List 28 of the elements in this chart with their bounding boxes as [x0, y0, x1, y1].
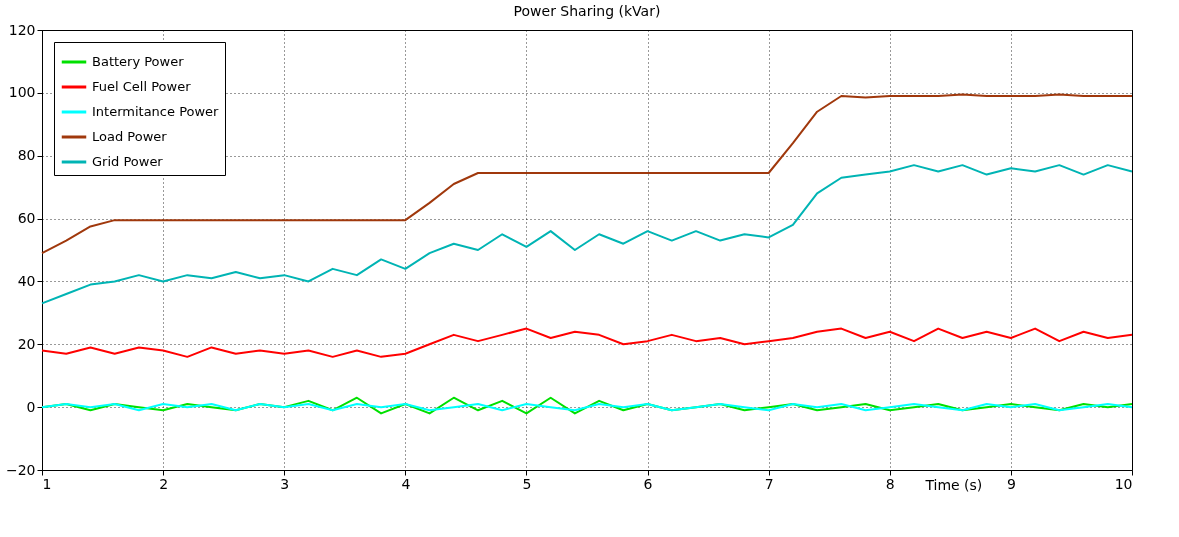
x-axis-title: Time (s)	[924, 476, 983, 493]
legend-label: Grid Power	[92, 154, 164, 169]
y-tick-label: 0	[26, 398, 36, 415]
x-tick-label: 3	[280, 475, 290, 492]
y-tick-label: 40	[17, 272, 36, 289]
y-tick-label: 60	[17, 210, 36, 227]
x-tick-label: 5	[522, 475, 532, 492]
legend-label: Intermitance Power	[92, 104, 220, 119]
legend-label: Battery Power	[92, 54, 185, 69]
legend-label: Fuel Cell Power	[92, 79, 192, 94]
y-tick-label: 120	[8, 21, 36, 38]
x-tick-label: 7	[764, 475, 774, 492]
legend-label: Load Power	[92, 129, 168, 144]
y-tick-label: 100	[8, 84, 36, 101]
line-series	[41, 164, 1133, 305]
y-tick-label: 20	[17, 335, 36, 352]
x-tick-label: 10	[1114, 475, 1133, 492]
chart-title: Power Sharing (kVar)	[513, 3, 661, 19]
x-tick-label: 6	[643, 475, 653, 492]
x-tick-label: 4	[401, 475, 411, 492]
x-tick-label: 1	[42, 475, 52, 492]
line-series	[41, 93, 1133, 255]
x-tick-label: 2	[159, 475, 169, 492]
line-series	[41, 327, 1133, 358]
y-tick-label: −20	[5, 461, 36, 478]
x-tick-label: 8	[885, 475, 895, 492]
y-tick-label: 80	[17, 147, 36, 164]
x-tick-label: 9	[1006, 475, 1016, 492]
